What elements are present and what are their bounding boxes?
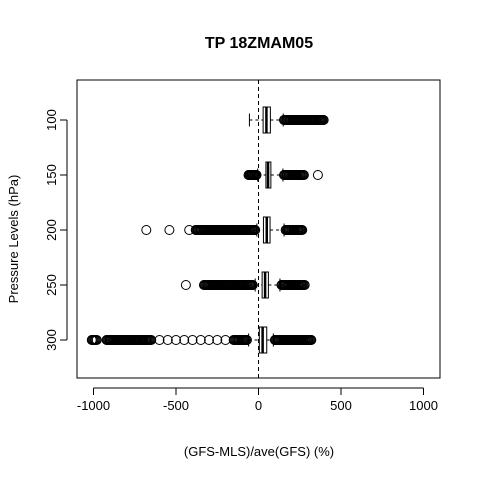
box-300 bbox=[86, 326, 317, 354]
outlier-point bbox=[312, 170, 323, 180]
x-axis: -1000 -500 0 500 1000 bbox=[77, 387, 438, 413]
outlier-point bbox=[179, 335, 190, 345]
outlier-point bbox=[154, 335, 165, 345]
box-150 bbox=[243, 161, 323, 189]
outlier-point bbox=[162, 335, 173, 345]
outlier-point bbox=[204, 335, 214, 345]
y-tick-label: 200 bbox=[44, 219, 59, 241]
y-tick-label: 300 bbox=[44, 329, 59, 351]
outlier-point bbox=[296, 225, 307, 235]
y-tick-label: 250 bbox=[44, 274, 59, 296]
box-250 bbox=[180, 271, 310, 299]
outlier-point bbox=[141, 225, 152, 235]
y-axis-label: Pressure Levels (hPa) bbox=[6, 175, 21, 304]
outlier-point bbox=[299, 280, 310, 290]
box-100 bbox=[248, 106, 329, 134]
outlier-point bbox=[249, 225, 260, 235]
outlier-point bbox=[90, 335, 101, 345]
outlier-point bbox=[318, 115, 329, 125]
x-tick-label: -1000 bbox=[77, 398, 110, 413]
outlier-point bbox=[305, 335, 316, 345]
x-tick-label: -500 bbox=[163, 398, 189, 413]
outlier-point bbox=[251, 170, 262, 180]
x-tick-label: 1000 bbox=[409, 398, 438, 413]
y-axis: 100 150 200 250 300 bbox=[44, 109, 68, 351]
x-tick-label: 500 bbox=[330, 398, 352, 413]
outlier-point bbox=[145, 335, 156, 345]
outlier-point bbox=[180, 280, 191, 290]
chart-title: TP 18ZMAM05 bbox=[205, 35, 313, 52]
outlier-point bbox=[171, 335, 181, 345]
outlier-point bbox=[212, 335, 223, 345]
outlier-point bbox=[164, 225, 175, 235]
outlier-point bbox=[187, 335, 198, 345]
box-200 bbox=[141, 216, 308, 244]
y-tick-label: 150 bbox=[44, 164, 59, 186]
outlier-point bbox=[298, 170, 309, 180]
x-axis-label: (GFS-MLS)/ave(GFS) (%) bbox=[184, 444, 334, 459]
outlier-point bbox=[195, 335, 206, 345]
outlier-point bbox=[241, 335, 252, 345]
plot-area bbox=[76, 79, 441, 379]
y-tick-label: 100 bbox=[44, 109, 59, 131]
outlier-point bbox=[247, 280, 258, 290]
outlier-point bbox=[220, 335, 231, 345]
x-tick-label: 0 bbox=[255, 398, 262, 413]
